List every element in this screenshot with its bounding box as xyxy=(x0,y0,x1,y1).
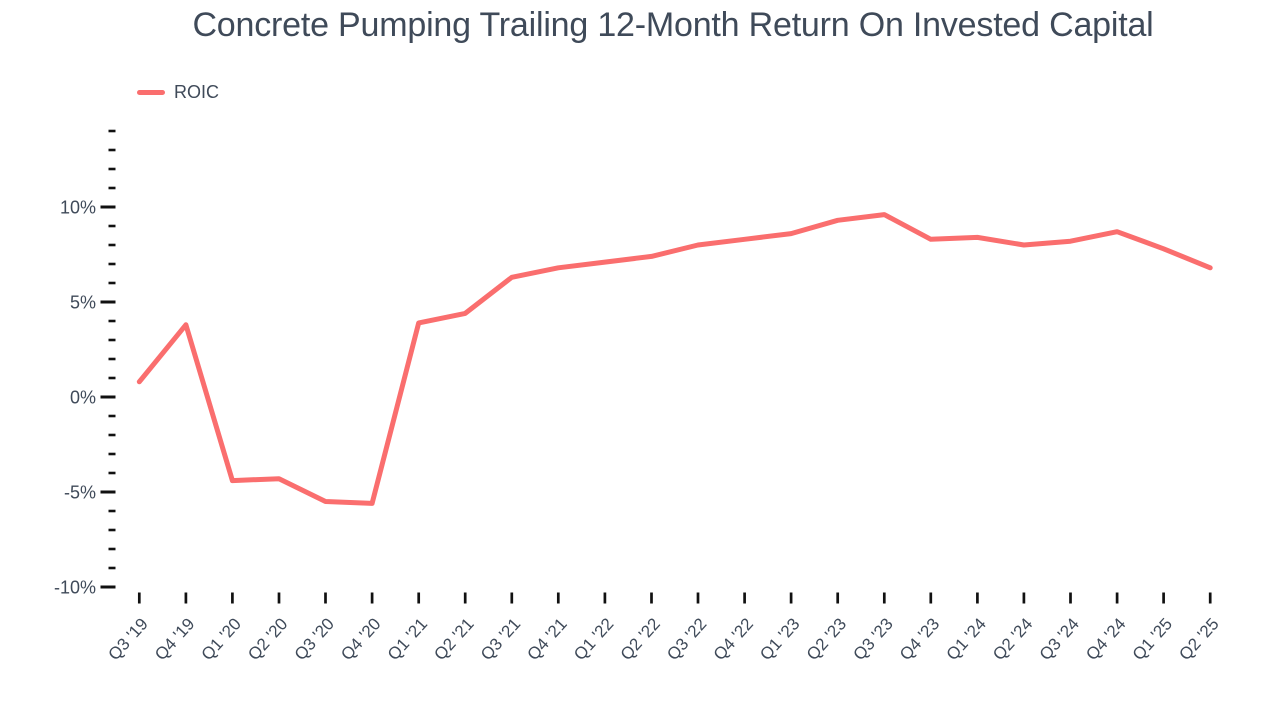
y-axis-label: -10% xyxy=(54,578,96,598)
x-axis-label: Q4 '22 xyxy=(710,614,757,664)
x-axis-label: Q2 '25 xyxy=(1175,614,1222,664)
x-axis-label: Q3 '24 xyxy=(1036,614,1083,664)
x-axis-label: Q3 '23 xyxy=(849,614,896,664)
x-axis-label: Q2 '23 xyxy=(803,614,850,664)
x-axis-label: Q1 '24 xyxy=(943,614,990,664)
x-axis-label: Q1 '22 xyxy=(570,614,617,664)
x-axis-label: Q2 '24 xyxy=(989,614,1036,664)
x-axis-label: Q1 '21 xyxy=(384,614,431,664)
y-axis-label: 5% xyxy=(70,293,96,313)
chart-title: Concrete Pumping Trailing 12-Month Retur… xyxy=(192,6,1154,44)
x-axis-label: Q2 '20 xyxy=(244,614,291,664)
x-axis-label: Q1 '23 xyxy=(756,614,803,664)
legend-line-swatch xyxy=(137,90,165,95)
x-axis-label: Q1 '20 xyxy=(198,614,245,664)
legend: ROIC xyxy=(137,82,219,103)
legend-label: ROIC xyxy=(174,82,219,102)
x-axis-label: Q4 '20 xyxy=(337,614,384,664)
x-axis-label: Q2 '22 xyxy=(617,614,664,664)
x-axis-label: Q3 '22 xyxy=(663,614,710,664)
x-axis-label: Q4 '19 xyxy=(151,614,198,664)
y-axis-label: 10% xyxy=(60,198,96,218)
y-axis-label: -5% xyxy=(64,483,96,503)
x-axis-label: Q3 '20 xyxy=(291,614,338,664)
y-axis-label: 0% xyxy=(70,388,96,408)
x-axis-label: Q4 '24 xyxy=(1082,614,1129,664)
x-axis-label: Q1 '25 xyxy=(1129,614,1176,664)
roic-series-line xyxy=(136,212,1213,506)
x-axis-label: Q4 '21 xyxy=(523,614,570,664)
x-axis-label: Q2 '21 xyxy=(430,614,477,664)
x-axis-label: Q3 '19 xyxy=(104,614,151,664)
x-axis-label: Q3 '21 xyxy=(477,614,524,664)
x-axis-label: Q4 '23 xyxy=(896,614,943,664)
